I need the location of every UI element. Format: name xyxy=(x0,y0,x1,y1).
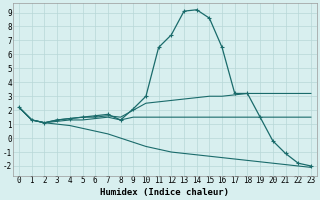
X-axis label: Humidex (Indice chaleur): Humidex (Indice chaleur) xyxy=(100,188,229,197)
